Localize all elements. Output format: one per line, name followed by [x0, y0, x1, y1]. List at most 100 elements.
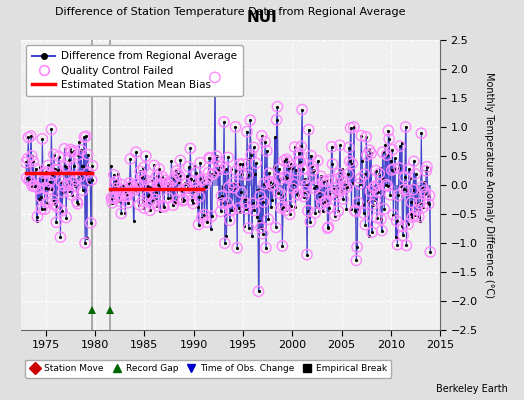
Point	[58, 207, 66, 214]
Point	[407, 211, 415, 217]
Point	[66, 146, 74, 153]
Point	[82, 133, 90, 140]
Point	[341, 184, 349, 191]
Point	[383, 152, 391, 158]
Point	[297, 143, 305, 150]
Point	[425, 192, 434, 199]
Point	[420, 179, 428, 185]
Point	[230, 184, 238, 191]
Point	[408, 214, 417, 220]
Point	[123, 192, 131, 198]
Point	[337, 174, 346, 180]
Point	[358, 158, 366, 165]
Point	[72, 176, 80, 182]
Point	[37, 206, 46, 212]
Point	[270, 164, 278, 170]
Point	[180, 196, 188, 203]
Point	[112, 178, 121, 184]
Point	[336, 142, 344, 148]
Point	[190, 188, 199, 194]
Point	[255, 217, 264, 224]
Point	[24, 156, 32, 162]
Point	[289, 185, 297, 192]
Point	[144, 183, 152, 190]
Point	[114, 171, 122, 177]
Point	[339, 196, 347, 202]
Point	[110, 172, 118, 178]
Point	[197, 176, 205, 183]
Point	[186, 145, 194, 152]
Point	[252, 160, 260, 166]
Point	[367, 150, 375, 157]
Point	[368, 201, 377, 208]
Point	[116, 193, 125, 199]
Point	[304, 126, 313, 133]
Point	[326, 191, 334, 197]
Point	[353, 244, 362, 250]
Point	[47, 126, 56, 133]
Point	[328, 144, 336, 150]
Point	[161, 177, 169, 184]
Point	[35, 196, 43, 202]
Point	[208, 213, 216, 220]
Point	[290, 181, 298, 187]
Point	[204, 170, 213, 176]
Point	[325, 205, 333, 211]
Point	[423, 164, 431, 170]
Point	[290, 144, 299, 150]
Point	[241, 200, 249, 206]
Point	[258, 133, 266, 139]
Point	[310, 185, 319, 192]
Point	[232, 168, 241, 174]
Point	[113, 185, 122, 191]
Point	[119, 182, 127, 189]
Point	[192, 170, 200, 176]
Point	[254, 288, 263, 294]
Point	[45, 186, 53, 192]
Point	[117, 210, 125, 217]
Point	[396, 143, 404, 149]
Point	[284, 159, 292, 165]
Point	[203, 176, 212, 182]
Point	[218, 200, 226, 206]
Point	[63, 164, 71, 170]
Point	[179, 198, 187, 204]
Point	[398, 223, 407, 230]
Point	[321, 199, 329, 205]
Point	[232, 168, 241, 174]
Point	[177, 188, 185, 195]
Point	[352, 257, 361, 264]
Point	[366, 188, 375, 194]
Point	[82, 235, 91, 242]
Point	[291, 204, 300, 210]
Point	[86, 220, 95, 226]
Point	[81, 240, 89, 246]
Point	[167, 158, 176, 164]
Point	[380, 206, 388, 212]
Point	[253, 214, 261, 221]
Point	[254, 288, 263, 294]
Point	[322, 198, 330, 204]
Point	[294, 192, 302, 198]
Point	[401, 124, 410, 130]
Point	[423, 200, 432, 206]
Point	[21, 159, 30, 166]
Point	[390, 166, 398, 172]
Point	[33, 213, 41, 220]
Point	[193, 204, 202, 210]
Point	[396, 143, 404, 149]
Point	[222, 166, 230, 172]
Point	[50, 201, 59, 208]
Point	[27, 153, 36, 159]
Point	[61, 163, 70, 169]
Point	[346, 125, 355, 131]
Point	[296, 158, 304, 165]
Point	[126, 156, 135, 162]
Point	[354, 199, 362, 206]
Point	[248, 200, 257, 206]
Point	[344, 171, 352, 177]
Point	[62, 214, 70, 221]
Point	[294, 192, 302, 198]
Point	[228, 207, 236, 214]
Point	[76, 173, 84, 180]
